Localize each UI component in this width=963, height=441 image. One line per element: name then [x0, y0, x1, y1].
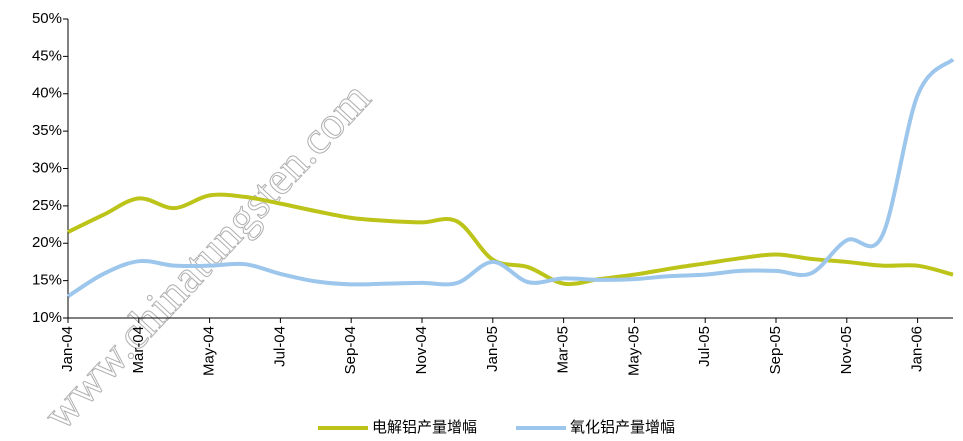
x-tick-label: Sep-05	[767, 326, 784, 374]
y-tick-label: 10%	[32, 309, 62, 326]
legend-label: 氧化铝产量增幅	[570, 419, 675, 436]
line-series	[66, 57, 955, 299]
y-tick-label: 50%	[32, 10, 62, 27]
x-tick-label: Mar-04	[130, 326, 147, 374]
x-tick-label: May-05	[625, 326, 642, 376]
x-tick-label: Mar-05	[555, 326, 572, 374]
y-tick-label: 35%	[32, 122, 62, 139]
y-tick-label: 45%	[32, 47, 62, 64]
y-tick-label: 40%	[32, 85, 62, 102]
legend-label: 电解铝产量增幅	[372, 419, 477, 436]
y-tick-label: 30%	[32, 159, 62, 176]
watermark: www.chinatungsten.com	[33, 72, 380, 439]
line-series	[67, 192, 954, 287]
x-tick-label: Nov-04	[413, 326, 430, 374]
x-tick-label: Jan-04	[59, 326, 76, 372]
x-tick-label: Jul-05	[696, 326, 713, 367]
x-tick-label: Sep-04	[342, 326, 359, 374]
x-tick-label: May-04	[201, 326, 218, 376]
y-tick-label: 15%	[32, 272, 62, 289]
y-tick-label: 25%	[32, 197, 62, 214]
x-tick-label: Jul-04	[271, 326, 288, 367]
y-tick-label: 20%	[32, 234, 62, 251]
x-tick-label: Jan-06	[909, 326, 926, 372]
x-tick-label: Jan-05	[484, 326, 501, 372]
x-tick-label: Nov-05	[838, 326, 855, 374]
